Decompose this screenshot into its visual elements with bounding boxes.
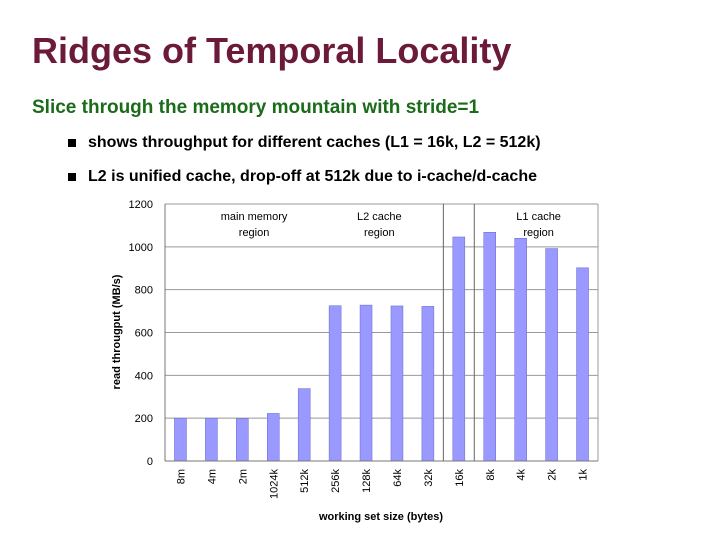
x-tick-label: 16k [454, 469, 466, 487]
bullet-text: shows throughput for different caches (L… [88, 134, 541, 151]
region-label: region [523, 227, 554, 239]
bar [328, 305, 342, 462]
y-axis-label: read througput (MB/s) [111, 274, 123, 389]
x-tick-label: 32k [423, 469, 435, 487]
y-tick-label: 1000 [129, 242, 153, 254]
bar [421, 306, 435, 462]
x-tick-label: 512k [299, 469, 311, 493]
bar [267, 413, 280, 462]
region-label: L1 cache [516, 211, 561, 223]
slide-title: Ridges of Temporal Locality [32, 30, 512, 71]
x-tick-label: 2k [547, 469, 559, 481]
bar [452, 236, 466, 462]
x-tick-label: 64k [392, 469, 404, 487]
x-tick-label: 8m [175, 469, 187, 484]
bar [514, 238, 527, 462]
bullet-list: shows throughput for different caches (L… [68, 126, 541, 194]
region-label: region [239, 227, 270, 239]
bullet-text: L2 is unified cache, drop-off at 512k du… [88, 168, 537, 185]
bar [359, 304, 373, 462]
y-tick-label: 400 [135, 370, 153, 382]
bar [205, 417, 218, 462]
axes [164, 204, 599, 462]
x-tick-label: 4m [206, 469, 218, 484]
x-tick-label: 128k [361, 469, 373, 493]
bar [297, 388, 311, 462]
x-tick-label: 8k [485, 469, 497, 481]
y-tick-label: 800 [135, 285, 153, 297]
bar [390, 305, 404, 462]
x-tick-label: 1k [578, 469, 590, 481]
y-tick-label: 0 [147, 456, 153, 468]
bullet-item: L2 is unified cache, drop-off at 512k du… [68, 160, 541, 194]
x-tick-label: 2m [237, 469, 249, 484]
x-tick-labels: 8m 4m 2m 1024k 512k 256k 128k 64k 32k 16k 8k 4k 2k 1k [175, 469, 589, 499]
bar [174, 417, 187, 462]
bar [236, 418, 249, 462]
region-label: main memory [221, 211, 288, 223]
square-bullet-icon [68, 173, 76, 181]
region-label: region [364, 227, 395, 239]
y-tick-label: 1200 [129, 199, 153, 211]
region-label: L2 cache [357, 211, 402, 223]
bullet-item: shows throughput for different caches (L… [68, 126, 541, 160]
bar [545, 248, 558, 462]
region-dividers [442, 204, 475, 461]
bars [174, 232, 589, 462]
slide-subtitle: Slice through the memory mountain with s… [32, 97, 480, 118]
y-tick-labels: 0 200 400 600 800 1000 1200 [129, 199, 153, 468]
bar [483, 232, 496, 462]
square-bullet-icon [68, 139, 76, 147]
y-tick-label: 600 [135, 328, 153, 340]
region-labels: main memory region L2 cache region L1 cache r… [221, 211, 561, 239]
y-tick-label: 200 [135, 413, 153, 425]
x-tick-label: 4k [516, 469, 528, 481]
x-tick-label: 1024k [268, 469, 280, 499]
x-tick-label: 256k [330, 469, 342, 493]
bar [576, 267, 589, 462]
x-axis-label: working set size (bytes) [318, 511, 443, 523]
